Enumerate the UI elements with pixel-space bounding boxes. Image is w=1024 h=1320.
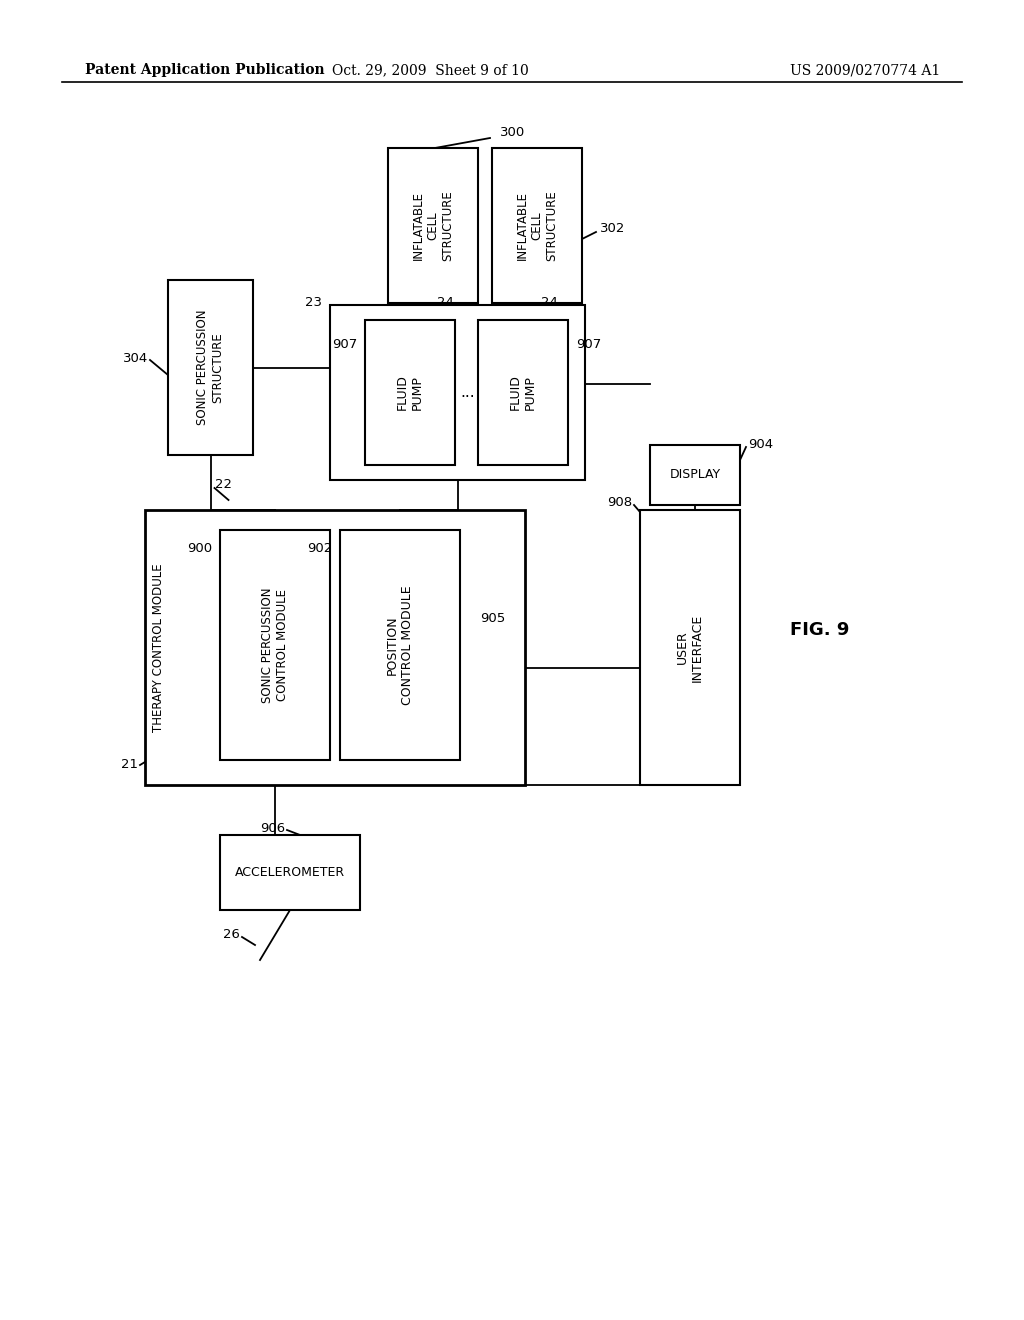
Text: 907: 907 (575, 338, 601, 351)
Text: 902: 902 (307, 541, 332, 554)
Bar (640, 510, 740, 785)
Bar (168, 280, 253, 455)
Text: SONIC PERCUSSION
STRUCTURE: SONIC PERCUSSION STRUCTURE (197, 310, 224, 425)
Text: DISPLAY: DISPLAY (670, 469, 721, 482)
Text: FLUID
PUMP: FLUID PUMP (509, 375, 537, 411)
Text: 304: 304 (123, 351, 148, 364)
Text: INFLATABLE
CELL
STRUCTURE: INFLATABLE CELL STRUCTURE (412, 190, 455, 261)
Text: ACCELEROMETER: ACCELEROMETER (234, 866, 345, 879)
Bar (650, 445, 740, 506)
Text: INFLATABLE
CELL
STRUCTURE: INFLATABLE CELL STRUCTURE (515, 190, 558, 261)
Bar (220, 531, 330, 760)
Text: USER
INTERFACE: USER INTERFACE (676, 614, 705, 681)
Text: SONIC PERCUSSION
CONTROL MODULE: SONIC PERCUSSION CONTROL MODULE (261, 587, 289, 702)
Text: POSITION
CONTROL MODULE: POSITION CONTROL MODULE (386, 585, 414, 705)
Text: 22: 22 (215, 479, 232, 491)
Bar (388, 148, 478, 304)
Text: FIG. 9: FIG. 9 (791, 620, 850, 639)
Text: 908: 908 (607, 495, 632, 508)
Bar (330, 305, 585, 480)
Text: ...: ... (460, 385, 475, 400)
Bar (340, 531, 460, 760)
Text: 302: 302 (600, 222, 626, 235)
Text: Patent Application Publication: Patent Application Publication (85, 63, 325, 77)
Text: 300: 300 (500, 125, 525, 139)
Text: 905: 905 (480, 611, 505, 624)
Text: 21: 21 (121, 759, 138, 771)
Text: THERAPY CONTROL MODULE: THERAPY CONTROL MODULE (153, 564, 166, 731)
Text: FLUID
PUMP: FLUID PUMP (396, 375, 424, 411)
Text: 906: 906 (260, 821, 285, 834)
Text: 904: 904 (748, 438, 773, 451)
Bar (220, 836, 360, 909)
Text: US 2009/0270774 A1: US 2009/0270774 A1 (790, 63, 940, 77)
Text: 24: 24 (541, 297, 558, 309)
Text: 900: 900 (186, 541, 212, 554)
Bar (478, 319, 568, 465)
Text: 26: 26 (223, 928, 240, 941)
Bar (492, 148, 582, 304)
Bar (145, 510, 525, 785)
Text: 23: 23 (305, 297, 322, 309)
Text: 24: 24 (437, 297, 454, 309)
Text: Oct. 29, 2009  Sheet 9 of 10: Oct. 29, 2009 Sheet 9 of 10 (332, 63, 528, 77)
Bar (365, 319, 455, 465)
Text: 907: 907 (332, 338, 357, 351)
